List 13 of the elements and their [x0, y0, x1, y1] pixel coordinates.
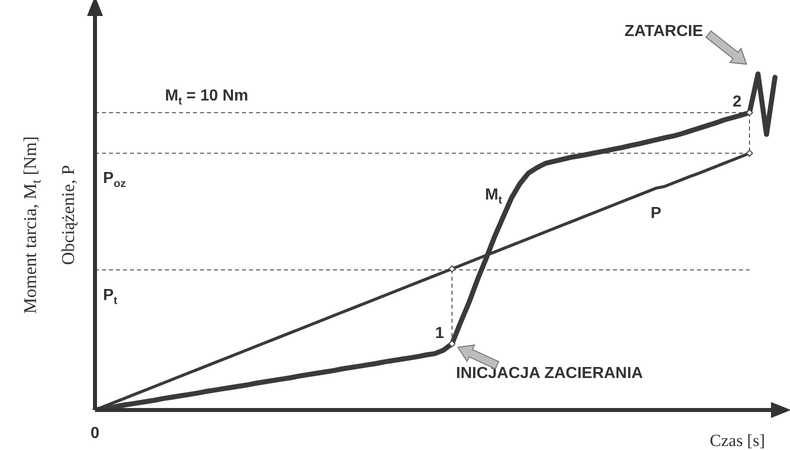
point	[448, 340, 456, 348]
annotation: INICJACJA ZACIERANIA	[456, 364, 644, 382]
point	[746, 150, 753, 157]
annotation: 2	[732, 94, 742, 111]
text: ZATARCIE	[624, 22, 704, 40]
annotation: 1	[435, 324, 444, 342]
x-axis-title: Czas [s]	[710, 431, 765, 450]
point	[746, 109, 753, 116]
text: 0	[90, 425, 100, 442]
y2-axis-title: Obciążenie, P	[58, 165, 78, 265]
series-label: P	[650, 205, 662, 222]
point	[448, 265, 456, 272]
y-axis-title: Moment tarcia, Mt [Nm]	[20, 136, 44, 314]
